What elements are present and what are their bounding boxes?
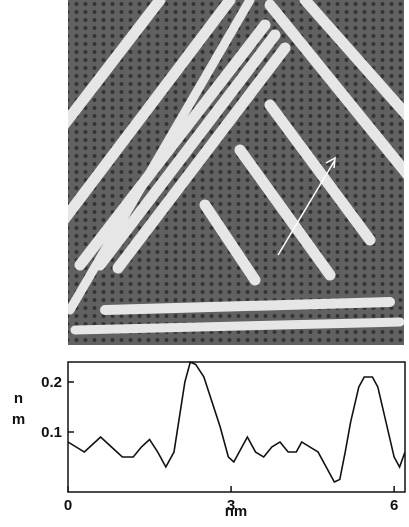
y-tick-label: 0.2 <box>41 374 62 391</box>
y-axis-label: nm <box>10 390 27 432</box>
x-tick-label: 3 <box>227 497 235 514</box>
x-tick-label: 0 <box>64 497 72 514</box>
chart: nm 0 3 6 0.1 0.2 <box>0 0 409 527</box>
stm-image <box>60 0 409 345</box>
plot-frame <box>68 362 405 492</box>
x-tick-label: 6 <box>390 497 398 514</box>
y-tick-label: 0.1 <box>41 424 62 441</box>
profile-line <box>68 362 405 482</box>
figure: nm 0 3 6 0.1 0.2 nm <box>0 0 409 527</box>
